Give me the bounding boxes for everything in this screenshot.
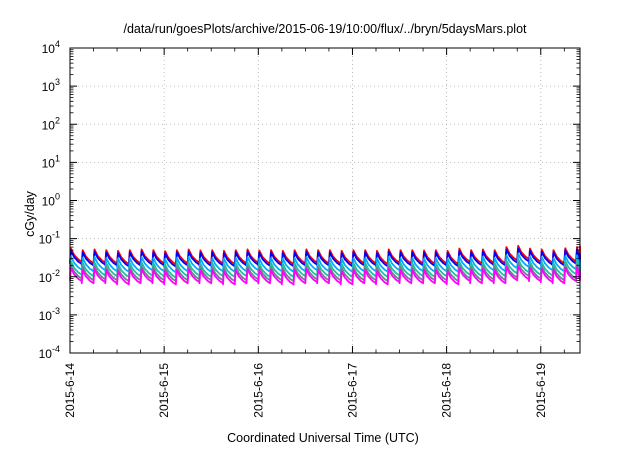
y-tick-base: 10 [42, 156, 56, 170]
y-tick-base: 10 [42, 118, 56, 132]
y-tick-exponent: -3 [52, 306, 60, 316]
x-tick-label: 2015-6-19 [534, 363, 548, 418]
y-tick-label: 10-2 [39, 268, 60, 285]
y-tick-label: 102 [42, 115, 60, 132]
x-tick-label: 2015-6-14 [63, 363, 77, 418]
y-tick-label: 103 [42, 77, 60, 94]
axis-ticks: 10-410-310-210-11001011021031042015-6-14… [39, 39, 580, 418]
grid-lines [70, 48, 580, 353]
y-tick-exponent: 3 [55, 77, 60, 87]
x-tick-label: 2015-6-16 [251, 363, 265, 418]
y-tick-base: 10 [39, 347, 53, 361]
chart-title: /data/run/goesPlots/archive/2015-06-19/1… [123, 22, 527, 36]
y-tick-exponent: -1 [52, 230, 60, 240]
y-tick-label: 10-3 [39, 306, 60, 323]
x-tick-label: 2015-6-18 [440, 363, 454, 418]
y-tick-label: 100 [42, 192, 60, 209]
y-tick-exponent: -2 [52, 268, 60, 278]
series-line [69, 265, 581, 286]
y-tick-label: 10-1 [39, 230, 60, 247]
x-tick-label: 2015-6-15 [157, 363, 171, 418]
y-tick-exponent: 2 [55, 115, 60, 125]
y-tick-base: 10 [42, 80, 56, 94]
y-axis-label: cGy/day [23, 190, 37, 237]
y-tick-label: 104 [42, 39, 60, 56]
y-tick-base: 10 [39, 233, 53, 247]
y-tick-base: 10 [42, 42, 56, 56]
y-tick-exponent: 0 [55, 192, 60, 202]
y-tick-base: 10 [42, 195, 56, 209]
x-tick-label: 2015-6-17 [345, 363, 359, 418]
y-tick-label: 10-4 [39, 344, 60, 361]
series-line [69, 262, 581, 283]
series-group [69, 244, 581, 286]
y-tick-base: 10 [39, 271, 53, 285]
y-tick-exponent: 1 [55, 153, 60, 163]
y-tick-exponent: 4 [55, 39, 60, 49]
x-axis-label: Coordinated Universal Time (UTC) [227, 431, 419, 445]
y-tick-label: 101 [42, 153, 60, 170]
y-tick-base: 10 [39, 309, 53, 323]
y-tick-exponent: -4 [52, 344, 60, 354]
